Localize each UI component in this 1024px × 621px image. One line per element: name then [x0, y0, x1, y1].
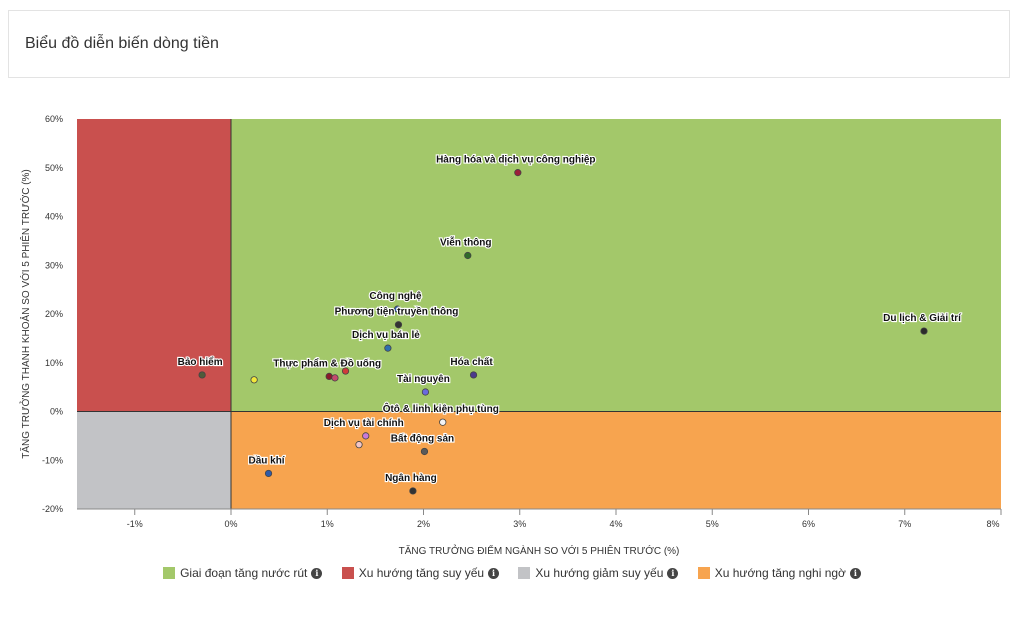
x-tick-label: 0% [224, 519, 237, 529]
quadrant-xu-huong-tang-suy-yeu [77, 119, 231, 412]
info-icon[interactable]: i [667, 567, 679, 579]
y-tick-label: -20% [42, 504, 63, 514]
info-icon[interactable]: i [488, 567, 500, 579]
data-label-tai-nguyen: Tài nguyên [397, 374, 450, 385]
data-point-vien-thong[interactable] [464, 251, 472, 260]
chart-header: Biểu đồ diễn biến dòng tiền [8, 10, 1010, 78]
data-label-dich-vu-ban-le: Dịch vụ bán lẻ [352, 330, 420, 341]
chart-legend: Giai đoạn tăng nước rút i Xu hướng tăng … [0, 566, 1024, 582]
data-point-phuong-tien-truyen-thong[interactable] [394, 321, 403, 329]
x-axis-title: TĂNG TRƯỞNG ĐIỂM NGÀNH SO VỚI 5 PHIÊN TR… [399, 544, 680, 557]
quadrant-xu-huong-tang-nghi-ngo [231, 411, 1001, 509]
data-point-unlabeled[interactable] [250, 376, 258, 384]
data-label-bao-hiem: Bảo hiểm [178, 356, 223, 368]
data-label-cong-nghe: Công nghệ [369, 291, 422, 302]
page-title: Biểu đồ diễn biến dòng tiền [25, 35, 219, 52]
x-tick-label: 6% [802, 519, 815, 529]
data-point-hang-hoa-va-dich-vu-cong-nghiep[interactable] [514, 169, 522, 177]
legend-label: Xu hướng tăng nghi ngờ [714, 566, 846, 580]
data-point-unlabeled[interactable] [341, 367, 350, 375]
y-tick-label: -10% [42, 455, 63, 465]
legend-item-xu-huong-tang-nghi-ngo[interactable]: Xu hướng tăng nghi ngờ i [697, 566, 861, 580]
info-icon[interactable]: i [849, 567, 861, 579]
data-point-du-lich-giai-tri[interactable] [920, 327, 928, 335]
legend-label: Xu hướng giảm suy yếu [535, 566, 664, 580]
data-point-dich-vu-ban-le[interactable] [384, 344, 392, 352]
data-point-thuc-pham-do-uong[interactable] [325, 372, 333, 380]
y-tick-label: 0% [50, 407, 63, 417]
y-tick-label: 40% [45, 212, 63, 222]
quadrant-xu-huong-giam-suy-yeu [77, 411, 231, 509]
y-tick-label: 50% [45, 163, 63, 173]
data-point-hoa-chat[interactable] [469, 371, 478, 379]
data-point-dau-khi[interactable] [264, 469, 273, 478]
data-point-dich-vu-tai-chinh[interactable] [362, 432, 370, 440]
data-label-vien-thong: Viễn thông [440, 236, 491, 249]
data-label-du-lich-giai-tri: Du lịch & Giải trí [883, 313, 962, 324]
data-point-bao-hiem[interactable] [198, 371, 206, 379]
data-point-cong-nghe[interactable] [393, 305, 402, 313]
y-tick-label: 20% [45, 309, 63, 319]
x-tick-label: 5% [706, 519, 719, 529]
legend-swatch [163, 567, 176, 579]
x-tick-label: 3% [513, 519, 526, 529]
legend-swatch [518, 567, 531, 579]
legend-label: Giai đoạn tăng nước rút [180, 566, 308, 580]
data-label-hoa-chat: Hóa chất [450, 356, 493, 368]
legend-swatch [341, 567, 354, 579]
x-tick-label: 8% [986, 519, 999, 529]
data-label-phuong-tien-truyen-thong: Phương tiện truyền thông [335, 306, 459, 318]
data-point-tai-nguyen[interactable] [421, 388, 430, 396]
y-tick-label: 60% [45, 114, 63, 124]
quadrant-giai-doan-tang-nuoc-rut [231, 119, 1001, 412]
data-point-oto-linh-kien-phu-tung[interactable] [439, 418, 447, 426]
data-point-ngan-hang[interactable] [409, 487, 417, 495]
data-label-dich-vu-tai-chinh: Dịch vụ tài chính [324, 418, 404, 429]
legend-label: Xu hướng tăng suy yếu [358, 566, 485, 580]
info-icon[interactable]: i [311, 567, 323, 579]
x-tick-label: -1% [127, 519, 143, 529]
data-label-dau-khi: Dầu khí [248, 454, 285, 466]
legend-swatch [697, 567, 710, 579]
x-tick-label: 7% [898, 519, 911, 529]
data-label-ngan-hang: Ngân hàng [385, 473, 437, 484]
y-axis-title: TĂNG TRƯỞNG THANH KHOẢN SO VỚI 5 PHIÊN T… [19, 169, 32, 459]
legend-item-giai-doan-tang-nuoc-rut[interactable]: Giai đoạn tăng nước rút i [163, 566, 323, 580]
x-tick-label: 4% [609, 519, 622, 529]
y-tick-label: 30% [45, 260, 63, 270]
x-tick-label: 1% [321, 519, 334, 529]
data-label-thuc-pham-do-uong: Thực phẩm & Đồ uống [273, 357, 381, 369]
legend-item-xu-huong-giam-suy-yeu[interactable]: Xu hướng giảm suy yếu i [518, 566, 679, 580]
data-label-bat-dong-san: Bất động sản [391, 432, 454, 444]
legend-item-xu-huong-tang-suy-yeu[interactable]: Xu hướng tăng suy yếu i [341, 566, 500, 580]
data-point-unlabeled[interactable] [355, 441, 363, 449]
data-label-hang-hoa-va-dich-vu-cong-nghiep: Hàng hóa và dịch vụ công nghiệp [436, 155, 595, 166]
y-tick-label: 10% [45, 358, 63, 368]
data-point-bat-dong-san[interactable] [420, 447, 429, 456]
data-label-oto-linh-kien-phu-tung: Ôtô & linh kiện phụ tùng [383, 402, 499, 415]
x-tick-label: 2% [417, 519, 430, 529]
data-point-unlabeled[interactable] [331, 374, 339, 382]
